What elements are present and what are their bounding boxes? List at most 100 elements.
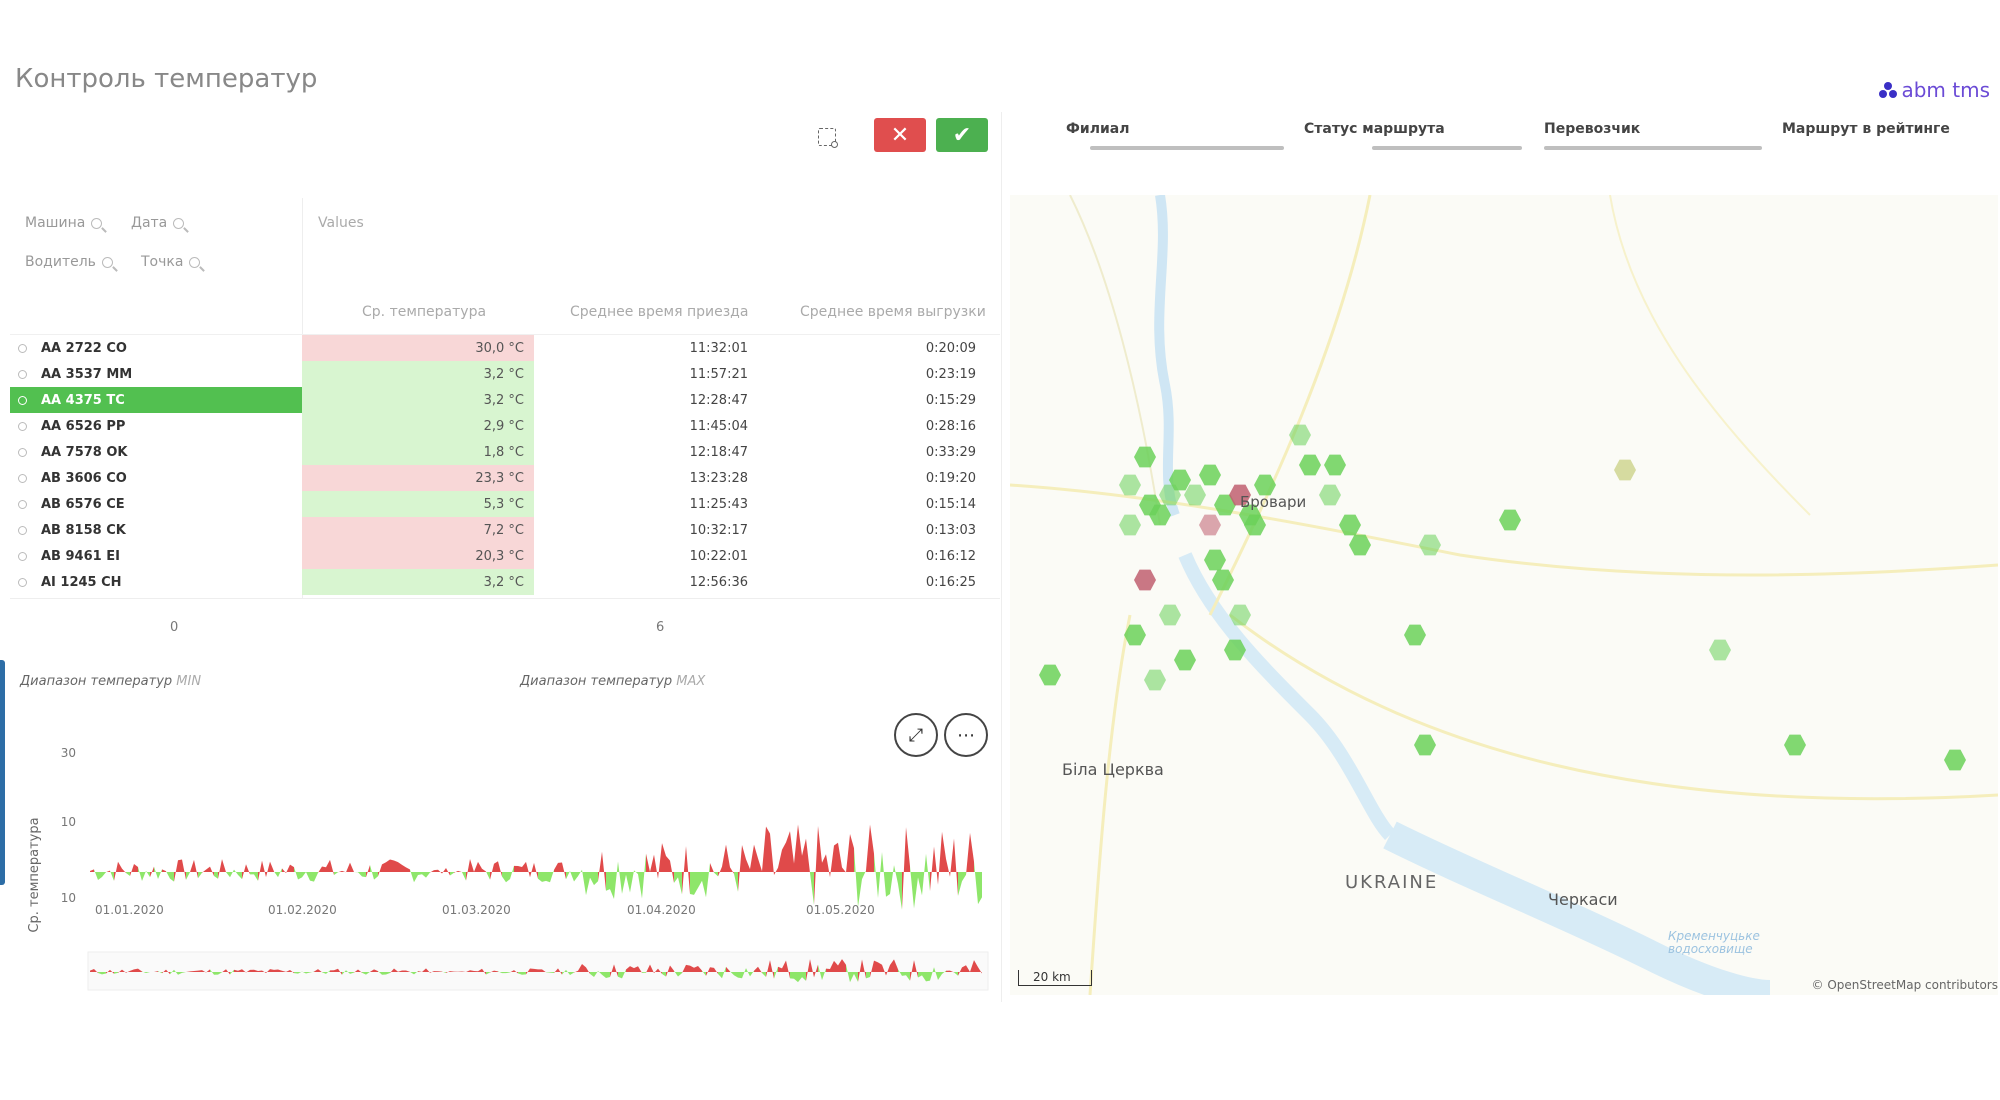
route-marker[interactable]	[1254, 474, 1276, 496]
route-marker[interactable]	[1289, 424, 1311, 446]
route-marker[interactable]	[1149, 504, 1171, 526]
table-row[interactable]: AA 6526 PP 2,9 °C 11:45:04 0:28:16	[10, 413, 976, 439]
route-marker[interactable]	[1349, 534, 1371, 556]
row-vehicle[interactable]: AB 9461 EI	[10, 543, 302, 569]
filter-carrier-bar[interactable]	[1544, 146, 1762, 150]
table-row[interactable]: AA 3537 MM 3,2 °C 11:57:21 0:23:19	[10, 361, 976, 387]
route-marker[interactable]	[1784, 734, 1806, 756]
search-icon[interactable]	[173, 217, 185, 229]
field-driver[interactable]: Водитель	[25, 254, 113, 270]
filter-route-status[interactable]: Статус маршрута	[1304, 121, 1445, 137]
radio-icon[interactable]	[18, 421, 27, 431]
radio-icon[interactable]	[18, 343, 27, 353]
radio-icon[interactable]	[18, 551, 27, 561]
route-marker[interactable]	[1174, 649, 1196, 671]
column-header-arrival[interactable]: Среднее время приезда	[570, 304, 749, 320]
table-row[interactable]: AA 4375 TC 3,2 °C 12:28:47 0:15:29	[10, 387, 976, 413]
route-marker[interactable]	[1119, 474, 1141, 496]
search-icon[interactable]	[101, 256, 113, 268]
row-vehicle[interactable]: AA 7578 OK	[10, 439, 302, 465]
route-marker[interactable]	[1339, 514, 1361, 536]
table-row[interactable]: AA 7578 OK 1,8 °C 12:18:47 0:33:29	[10, 439, 976, 465]
radio-icon[interactable]	[18, 473, 27, 483]
filter-branch-bar[interactable]	[1090, 146, 1284, 150]
series-segment	[822, 854, 826, 872]
table-row[interactable]: AI 1245 CH 3,2 °C 12:56:36 0:16:25	[10, 569, 976, 595]
left-edge-tab[interactable]	[0, 660, 5, 885]
row-vehicle[interactable]: AA 2722 CO	[10, 335, 302, 361]
route-marker[interactable]	[1119, 514, 1141, 536]
route-marker[interactable]	[1614, 459, 1636, 481]
row-vehicle[interactable]: AA 3537 MM	[10, 361, 302, 387]
table-row[interactable]: AA 2722 CO 30,0 °C 11:32:01 0:20:09	[10, 335, 976, 361]
route-marker[interactable]	[1324, 454, 1346, 476]
field-machine[interactable]: Машина	[25, 215, 103, 231]
column-header-temp[interactable]: Ср. температура	[362, 304, 487, 320]
row-vehicle[interactable]: AA 4375 TC	[10, 387, 302, 413]
route-marker[interactable]	[1404, 624, 1426, 646]
map-attribution[interactable]: © OpenStreetMap contributors	[1812, 978, 1998, 992]
radio-icon[interactable]	[18, 369, 27, 379]
chart-menu-button[interactable]: ⋯	[944, 713, 988, 757]
route-marker[interactable]	[1244, 514, 1266, 536]
series-segment	[174, 860, 178, 882]
route-marker[interactable]	[1169, 469, 1191, 491]
selection-tool-icon[interactable]	[818, 128, 838, 148]
radio-icon[interactable]	[18, 525, 27, 535]
table-row[interactable]: AB 6576 CE 5,3 °C 11:25:43 0:15:14	[10, 491, 976, 517]
filter-carrier[interactable]: Перевозчик	[1544, 121, 1641, 137]
radio-icon[interactable]	[18, 447, 27, 457]
row-vehicle[interactable]: AI 1245 CH	[10, 569, 302, 595]
confirm-selection-button[interactable]: ✔	[936, 118, 988, 152]
map-attribution-text[interactable]: © OpenStreetMap contributors	[1811, 978, 1998, 992]
route-marker[interactable]	[1419, 534, 1441, 556]
search-icon[interactable]	[91, 217, 103, 229]
route-marker[interactable]	[1319, 484, 1341, 506]
row-vehicle[interactable]: AB 3606 CO	[10, 465, 302, 491]
navigator-segment	[98, 972, 102, 975]
navigator-segment	[890, 959, 894, 972]
route-marker[interactable]	[1144, 669, 1166, 691]
radio-icon[interactable]	[18, 577, 27, 587]
route-marker[interactable]	[1159, 604, 1181, 626]
route-marker[interactable]	[1709, 639, 1731, 661]
series-segment	[474, 861, 478, 872]
column-header-unload[interactable]: Среднее время выгрузки	[800, 304, 986, 320]
route-marker[interactable]	[1214, 494, 1236, 516]
radio-icon[interactable]	[18, 395, 27, 405]
route-marker[interactable]	[1224, 639, 1246, 661]
route-marker[interactable]	[1134, 569, 1156, 591]
route-marker[interactable]	[1212, 569, 1234, 591]
temperature-chart[interactable]: Ср. температура 30 10 10 01.01.2020 01.0…	[20, 740, 1000, 1000]
expand-chart-button[interactable]: ⤢	[894, 713, 938, 757]
route-marker[interactable]	[1204, 549, 1226, 571]
route-marker[interactable]	[1199, 464, 1221, 486]
route-marker[interactable]	[1039, 664, 1061, 686]
route-marker[interactable]	[1499, 509, 1521, 531]
table-row[interactable]: AB 9461 EI 20,3 °C 10:22:01 0:16:12	[10, 543, 976, 569]
route-marker[interactable]	[1944, 749, 1966, 771]
filter-route-status-bar[interactable]	[1372, 146, 1522, 150]
filter-branch[interactable]: Филиал	[1066, 121, 1130, 137]
search-icon[interactable]	[189, 256, 201, 268]
route-marker[interactable]	[1124, 624, 1146, 646]
route-marker[interactable]	[1199, 514, 1221, 536]
vehicle-id: AB 9461 EI	[41, 548, 120, 564]
table-row[interactable]: AB 3606 CO 23,3 °C 13:23:28 0:19:20	[10, 465, 976, 491]
row-vehicle[interactable]: AB 6576 CE	[10, 491, 302, 517]
table-row[interactable]: AB 8158 CK 7,2 °C 10:32:17 0:13:03	[10, 517, 976, 543]
map[interactable]: Бровари Біла Церква UKRAINE Черкаси Крем…	[1010, 195, 1998, 995]
field-point[interactable]: Точка	[141, 254, 201, 270]
cancel-selection-button[interactable]: ✕	[874, 118, 926, 152]
route-marker[interactable]	[1299, 454, 1321, 476]
route-marker[interactable]	[1184, 484, 1206, 506]
field-date[interactable]: Дата	[131, 215, 185, 231]
route-marker[interactable]	[1229, 484, 1251, 506]
route-marker[interactable]	[1229, 604, 1251, 626]
radio-icon[interactable]	[18, 499, 27, 509]
route-marker[interactable]	[1414, 734, 1436, 756]
row-vehicle[interactable]: AA 6526 PP	[10, 413, 302, 439]
route-marker[interactable]	[1134, 446, 1156, 468]
filter-route-rating[interactable]: Маршрут в рейтинге	[1782, 121, 1950, 137]
row-vehicle[interactable]: AB 8158 CK	[10, 517, 302, 543]
